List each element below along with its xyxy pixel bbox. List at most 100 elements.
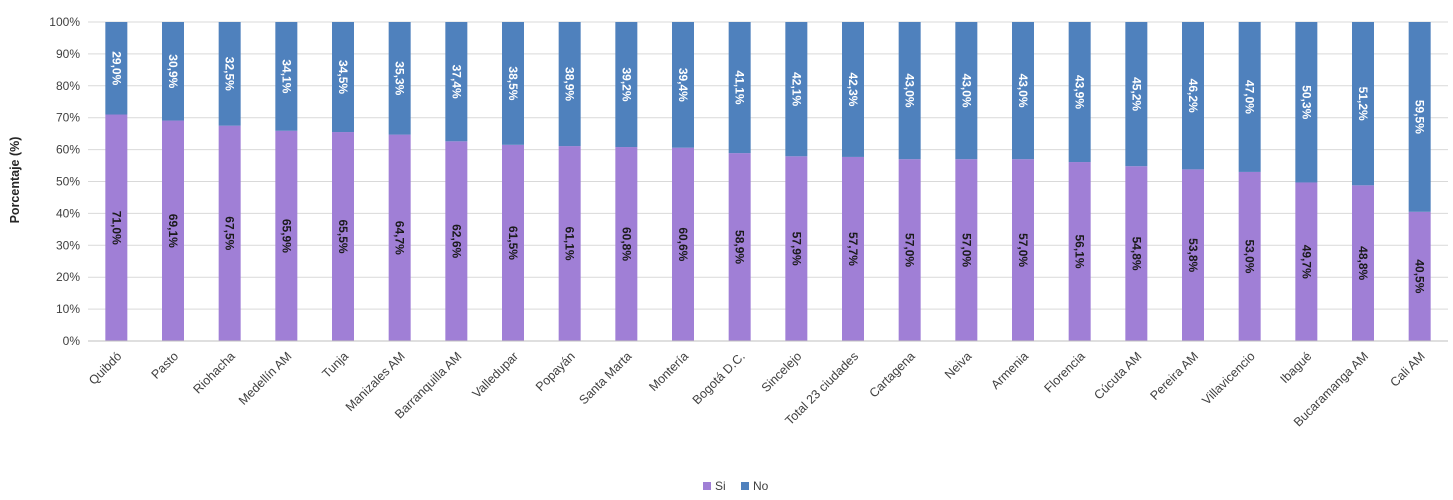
bar-segment-si xyxy=(445,141,468,341)
y-tick-label: 40% xyxy=(56,206,80,220)
legend: Si No xyxy=(703,479,769,493)
data-label: 39,4% xyxy=(676,68,690,102)
bar-segment-si xyxy=(955,159,978,341)
bar-segment-si xyxy=(1182,169,1204,341)
y-tick-label: 100% xyxy=(49,15,80,29)
bar-segment-si xyxy=(105,114,128,341)
data-label: 46,2% xyxy=(1186,79,1200,113)
x-tick-label: Cartagena xyxy=(867,349,918,400)
data-label: 50,3% xyxy=(1299,85,1313,119)
x-tick-label: Villavicencio xyxy=(1199,349,1257,407)
data-label: 64,7% xyxy=(393,221,407,255)
data-label: 71,0% xyxy=(109,211,123,245)
bars: 71,0% 29,0% 69,1% 30,9% 67,5% 32,5% 65,9% 34,1%… xyxy=(105,22,1431,341)
bar-segment-no xyxy=(1295,22,1318,183)
bar-segment-no xyxy=(558,22,581,147)
legend-label: No xyxy=(753,479,769,493)
bar-segment-si xyxy=(332,132,354,341)
data-label: 49,7% xyxy=(1299,245,1313,279)
bar-segment-no xyxy=(1125,22,1148,167)
data-label: 42,3% xyxy=(846,72,860,106)
bar-segment-si xyxy=(162,120,184,341)
bar-segment-si xyxy=(615,147,638,341)
data-label: 45,2% xyxy=(1129,77,1143,111)
bar-segment-no xyxy=(842,22,864,157)
bar-segment-si xyxy=(1295,182,1318,341)
bar-segment-no xyxy=(275,22,298,131)
bar-segment-no xyxy=(1238,22,1261,172)
bar-segment-si xyxy=(672,147,694,341)
bar-segment-no xyxy=(672,22,694,148)
bar-segment-si xyxy=(388,134,411,341)
x-tick-label: Sincelejo xyxy=(759,349,805,395)
data-label: 60,6% xyxy=(676,227,690,261)
bar-segment-si xyxy=(275,130,298,341)
y-tick-label: 80% xyxy=(56,79,80,93)
x-tick-label: Valledupar xyxy=(470,349,522,401)
y-tick-label: 50% xyxy=(56,175,80,189)
bar-segment-no xyxy=(162,22,184,121)
x-tick-label: Riohacha xyxy=(191,349,238,396)
data-label: 57,0% xyxy=(959,233,973,267)
bar-segment-no xyxy=(502,22,524,145)
bar-segment-no xyxy=(388,22,411,135)
bar-segment-no xyxy=(105,22,128,115)
data-label: 35,3% xyxy=(393,61,407,95)
y-tick-label: 90% xyxy=(56,47,80,61)
data-label: 47,0% xyxy=(1243,80,1257,114)
data-label: 61,5% xyxy=(506,226,520,260)
x-tick-label: Medellín AM xyxy=(236,349,295,408)
data-label: 30,9% xyxy=(166,54,180,88)
bar-segment-no xyxy=(898,22,921,160)
data-label: 48,8% xyxy=(1356,246,1370,280)
bar-segment-si xyxy=(898,159,921,341)
data-label: 38,9% xyxy=(563,67,577,101)
data-label: 61,1% xyxy=(563,227,577,261)
data-label: 69,1% xyxy=(166,214,180,248)
bar-segment-no xyxy=(615,22,638,148)
bar-segment-no xyxy=(332,22,354,133)
data-label: 58,9% xyxy=(733,230,747,264)
bar-segment-si xyxy=(1125,166,1148,341)
bar-segment-si xyxy=(728,153,751,341)
bar-segment-no xyxy=(955,22,978,160)
y-axis-title: Porcentaje (%) xyxy=(8,137,22,224)
bar-segment-no xyxy=(1352,22,1374,186)
x-tick-label: Ibagué xyxy=(1278,349,1315,386)
data-label: 41,1% xyxy=(733,71,747,105)
data-label: 51,2% xyxy=(1356,87,1370,121)
data-label: 60,8% xyxy=(619,227,633,261)
bar-segment-si xyxy=(1238,171,1261,341)
data-label: 43,0% xyxy=(1016,74,1030,108)
y-tick-label: 0% xyxy=(63,334,81,348)
data-label: 62,6% xyxy=(449,224,463,258)
data-label: 42,1% xyxy=(789,72,803,106)
legend-swatch-si xyxy=(703,482,711,490)
legend-swatch-no xyxy=(741,482,749,490)
bar-segment-no xyxy=(1012,22,1034,160)
data-label: 37,4% xyxy=(449,65,463,99)
data-label: 57,0% xyxy=(903,233,917,267)
bar-segment-no xyxy=(1408,22,1431,212)
data-label: 67,5% xyxy=(223,216,237,250)
bar-segment-no xyxy=(785,22,808,157)
x-tick-label: Cali AM xyxy=(1387,349,1427,389)
bar-segment-si xyxy=(558,146,581,341)
data-label: 34,5% xyxy=(336,60,350,94)
data-label: 54,8% xyxy=(1129,237,1143,271)
bar-segment-si xyxy=(1352,185,1374,341)
bar-segment-no xyxy=(1182,22,1204,170)
bar-segment-no xyxy=(445,22,468,142)
bar-segment-no xyxy=(218,22,241,126)
y-tick-label: 70% xyxy=(56,111,80,125)
legend-label: Si xyxy=(715,479,726,493)
y-axis-ticks: 0% 10% 20% 30% 40% 50% 60% 70% 80% 90% 100% xyxy=(49,15,80,348)
bar-segment-si xyxy=(502,144,524,341)
data-label: 53,0% xyxy=(1243,239,1257,273)
x-tick-label: Pasto xyxy=(149,349,182,382)
data-label: 39,2% xyxy=(619,68,633,102)
data-label: 40,5% xyxy=(1413,259,1427,293)
data-label: 65,5% xyxy=(336,220,350,254)
data-label: 29,0% xyxy=(109,51,123,85)
